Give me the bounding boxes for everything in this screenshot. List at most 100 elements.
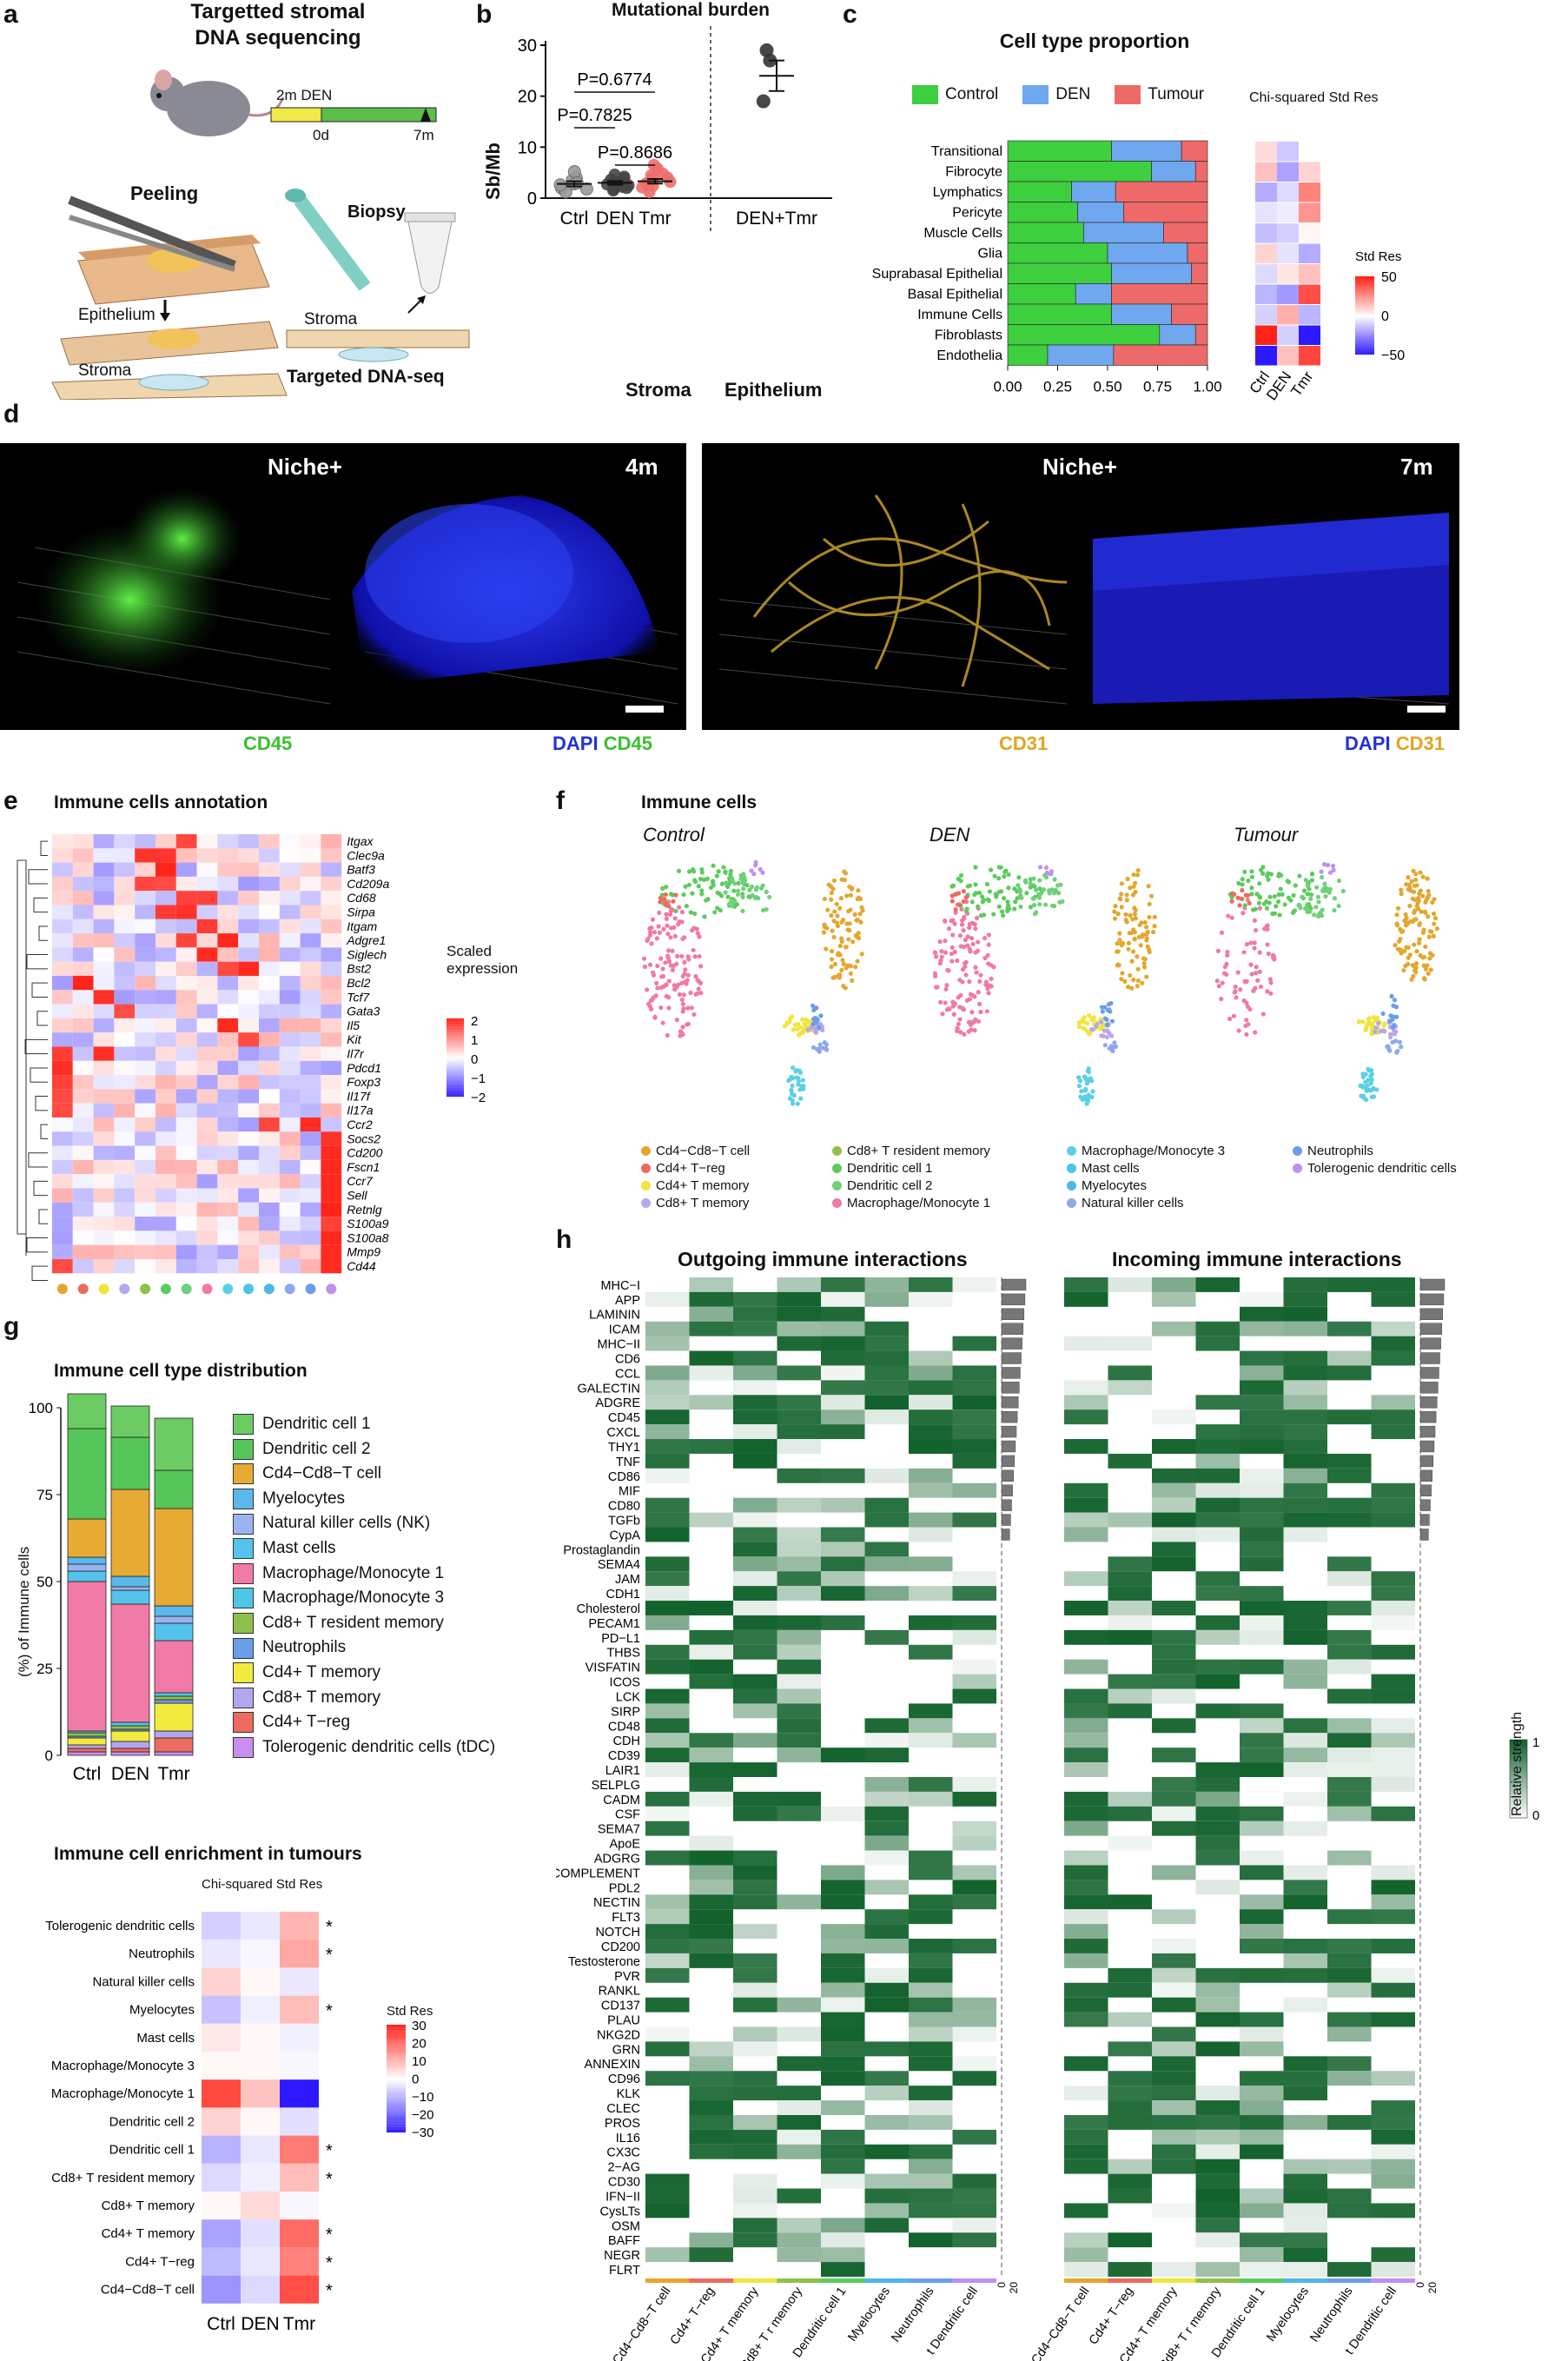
- gene-label: Ccr7: [347, 1174, 374, 1188]
- interaction-cell: [733, 2026, 777, 2042]
- legend-dot: [832, 1180, 842, 1190]
- umap-point: [1403, 912, 1408, 917]
- dendrogram-link: [31, 982, 48, 998]
- interaction-cell: [733, 2114, 777, 2130]
- interaction-cell: [645, 1468, 690, 1483]
- umap-point: [1406, 955, 1411, 960]
- heat-cell: [72, 947, 94, 962]
- interaction-cell: [1195, 1806, 1240, 1821]
- interaction-cell: [689, 2247, 733, 2263]
- colorbar-step: [387, 2036, 406, 2039]
- heat-cell: [93, 1259, 115, 1274]
- colorbar-step: [387, 2033, 406, 2034]
- colorbar-step: [387, 2077, 406, 2079]
- umap-legend-item: Cd8+ T memory: [641, 1194, 832, 1211]
- interaction-cell: [821, 1865, 865, 1880]
- interaction-cell: [777, 2144, 821, 2159]
- microscopy-left: [0, 443, 686, 730]
- colorbar-tick: 1: [471, 1033, 478, 1048]
- interaction-cell: [864, 1820, 909, 1836]
- umap-point: [1404, 882, 1409, 887]
- umap-point: [680, 1025, 685, 1030]
- interaction-cell: [909, 1982, 953, 1998]
- gene-label: Il17a: [347, 1104, 374, 1117]
- bar-segment: [154, 1702, 194, 1732]
- umap-point: [987, 889, 992, 894]
- umap-point: [1086, 1069, 1092, 1075]
- umap-point: [1244, 1031, 1249, 1038]
- bar-segment: [1111, 283, 1208, 305]
- interaction-cell: [1152, 1718, 1196, 1734]
- legend-dot: [832, 1163, 842, 1173]
- enrich-row-label: Neutrophils: [129, 1946, 195, 1961]
- umap-point: [961, 889, 966, 894]
- pathway-label: CypA: [610, 1529, 641, 1542]
- umap-point: [1139, 920, 1144, 925]
- column-color-strip: [733, 2278, 777, 2283]
- umap-point: [672, 933, 678, 938]
- total-strength-bar: [1001, 1367, 1021, 1379]
- umap-point: [673, 908, 678, 913]
- umap-point: [837, 952, 843, 958]
- umap-point: [850, 939, 856, 945]
- umap-point: [1144, 925, 1149, 930]
- panel-label-a: a: [3, 0, 18, 29]
- bar-segment: [67, 1563, 107, 1572]
- umap-point: [692, 911, 698, 917]
- data-point: [756, 94, 771, 109]
- umap-point: [953, 892, 958, 897]
- umap-point: [1425, 876, 1430, 881]
- umap-point: [1356, 1018, 1362, 1025]
- heat-cell: [72, 1060, 94, 1076]
- std-res-cell: [1299, 305, 1320, 325]
- umap-point: [1319, 869, 1324, 874]
- heat-cell: [279, 1230, 301, 1245]
- heat-cell: [72, 848, 94, 863]
- heat-cell: [321, 1032, 342, 1047]
- interaction-cell: [1195, 1277, 1240, 1292]
- heat-cell: [259, 905, 280, 919]
- pathway-label: CysLTs: [600, 2205, 640, 2218]
- umap-point: [685, 972, 691, 978]
- interaction-cell: [1240, 1601, 1284, 1615]
- heat-cell: [238, 1032, 259, 1047]
- legend-label: Neutrophils: [1307, 1143, 1373, 1158]
- umap-point: [1301, 888, 1307, 893]
- umap-point: [1239, 896, 1244, 901]
- heat-cell: [238, 1117, 259, 1132]
- interaction-cell: [1195, 2129, 1240, 2145]
- umap-point: [1131, 884, 1136, 889]
- heat-cell: [279, 848, 301, 863]
- interaction-cell: [645, 1733, 690, 1748]
- umap-point: [829, 949, 835, 954]
- colorbar-step: [447, 1035, 464, 1037]
- umap-point: [1146, 884, 1151, 889]
- heat-cell: [52, 862, 73, 877]
- panel-b-title: Mutational burden: [612, 0, 770, 20]
- colorbar-step: [447, 1029, 464, 1031]
- colorbar-step: [1510, 1794, 1527, 1796]
- umap-point: [1368, 1081, 1373, 1086]
- colorbar-step: [447, 1057, 464, 1058]
- heat-cell: [196, 1244, 218, 1259]
- heat-cell: [114, 933, 136, 948]
- interaction-cell: [1283, 1380, 1327, 1396]
- umap-point: [1131, 927, 1136, 932]
- interaction-cell: [864, 2173, 909, 2189]
- umap-point: [1219, 930, 1225, 935]
- umap-point: [991, 965, 996, 970]
- umap-point: [683, 884, 688, 889]
- interaction-cell: [1195, 1777, 1240, 1792]
- colorbar-step: [1355, 282, 1374, 283]
- umap-point: [1084, 1101, 1089, 1106]
- interaction-cell: [821, 1615, 865, 1630]
- umap-point: [1018, 904, 1023, 910]
- interaction-cell: [1108, 1791, 1152, 1807]
- interaction-cell: [952, 1571, 996, 1587]
- gene-label: Cd44: [347, 1259, 376, 1273]
- interaction-cell: [1064, 2056, 1108, 2072]
- interaction-cell: [1240, 1762, 1284, 1777]
- umap-point: [1043, 865, 1049, 871]
- umap-point: [855, 917, 860, 923]
- umap-point: [790, 1083, 795, 1089]
